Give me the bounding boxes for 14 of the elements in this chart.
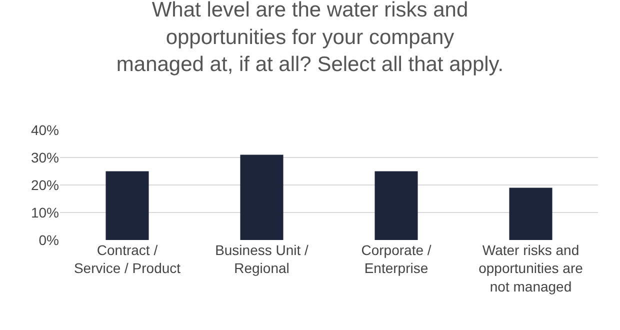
bar [240, 154, 284, 240]
y-tick-label: 40% [30, 122, 59, 138]
x-tick-label: Corporate / Enterprise [361, 242, 432, 276]
chart-title: What level are the water risks and opportunities for your company managed at, if at all? Select all that apply. [116, 0, 504, 76]
x-tick-label: Business Unit / Regional [215, 242, 309, 276]
y-tick-label: 30% [30, 149, 59, 166]
y-tick-label: 0% [38, 232, 59, 248]
bar [374, 171, 418, 240]
bar [509, 188, 552, 240]
x-tick-label: Contract / Service / Product [74, 242, 181, 276]
y-tick-label: 20% [30, 176, 59, 193]
bar [106, 171, 149, 240]
x-tick-label: Water risks and opportunities are not managed [478, 242, 584, 294]
y-tick-label: 10% [30, 204, 59, 220]
